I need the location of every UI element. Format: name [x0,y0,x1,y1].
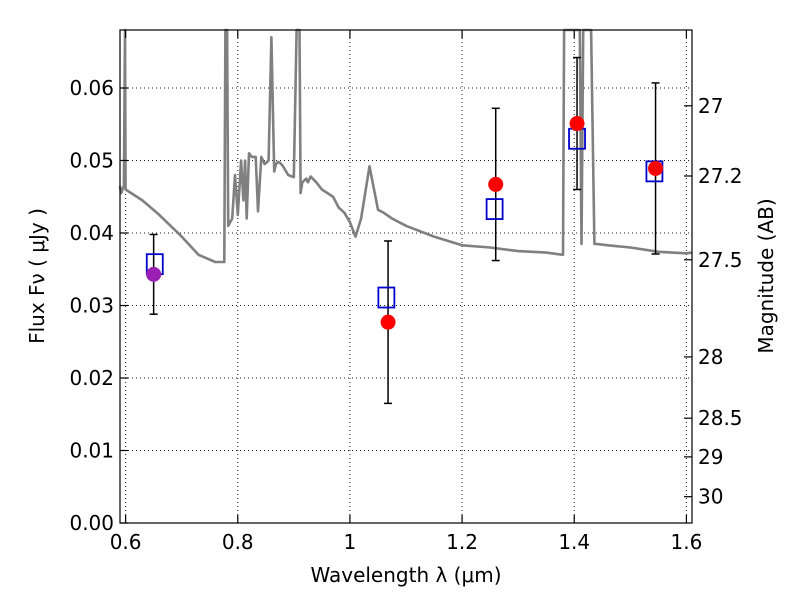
y-tick-label: 0.04 [69,221,114,245]
x-tick-label: 1.6 [670,530,702,554]
model-spectrum-line [118,28,693,264]
y-tick-label: 0.05 [69,149,114,173]
y-tick-label: 0.01 [69,439,114,463]
mag-tick-label: 27 [698,94,723,118]
mag-tick-label: 29 [698,445,723,469]
axis-ticks [120,30,692,524]
model-photometry-box [377,286,396,309]
x-tick-label: 1.4 [558,530,590,554]
x-axis-label: Wavelength λ (μm) [310,563,501,587]
mag-tick-label: 28 [698,345,723,369]
model-photometry-box [485,198,504,220]
observed-point [648,160,664,176]
x-tick-label: 1.2 [446,530,478,554]
y-tick-label: 0.00 [69,511,114,535]
y-axis-label: Flux Fν ( μJy ) [25,208,49,344]
mag-tick-label: 30 [698,485,723,509]
y-tick-label: 0.03 [69,294,114,318]
observed-point [146,266,162,282]
model-spectrum [118,28,693,264]
observed-point [380,314,396,330]
grid [120,30,692,524]
y-tick-label: 0.02 [69,366,114,390]
tick-labels: 0.6 0.8 1 1.2 1.4 1.6 0.00 0.01 0.02 0.03 0.04 0.05… [69,76,742,554]
x-tick-label: 1 [344,530,357,554]
mag-tick-label: 28.5 [698,406,743,430]
observed-points [146,116,664,330]
mag-tick-label: 27.2 [698,164,743,188]
x-tick-label: 0.8 [222,530,254,554]
x-tick-label: 0.6 [110,530,142,554]
observed-point [488,176,504,192]
plot-frame [119,29,693,524]
mag-tick-label: 27.5 [698,248,743,272]
y2-axis-label: Magnitude (AB) [754,198,778,353]
observed-point [569,116,585,132]
y-tick-label: 0.06 [69,76,114,100]
